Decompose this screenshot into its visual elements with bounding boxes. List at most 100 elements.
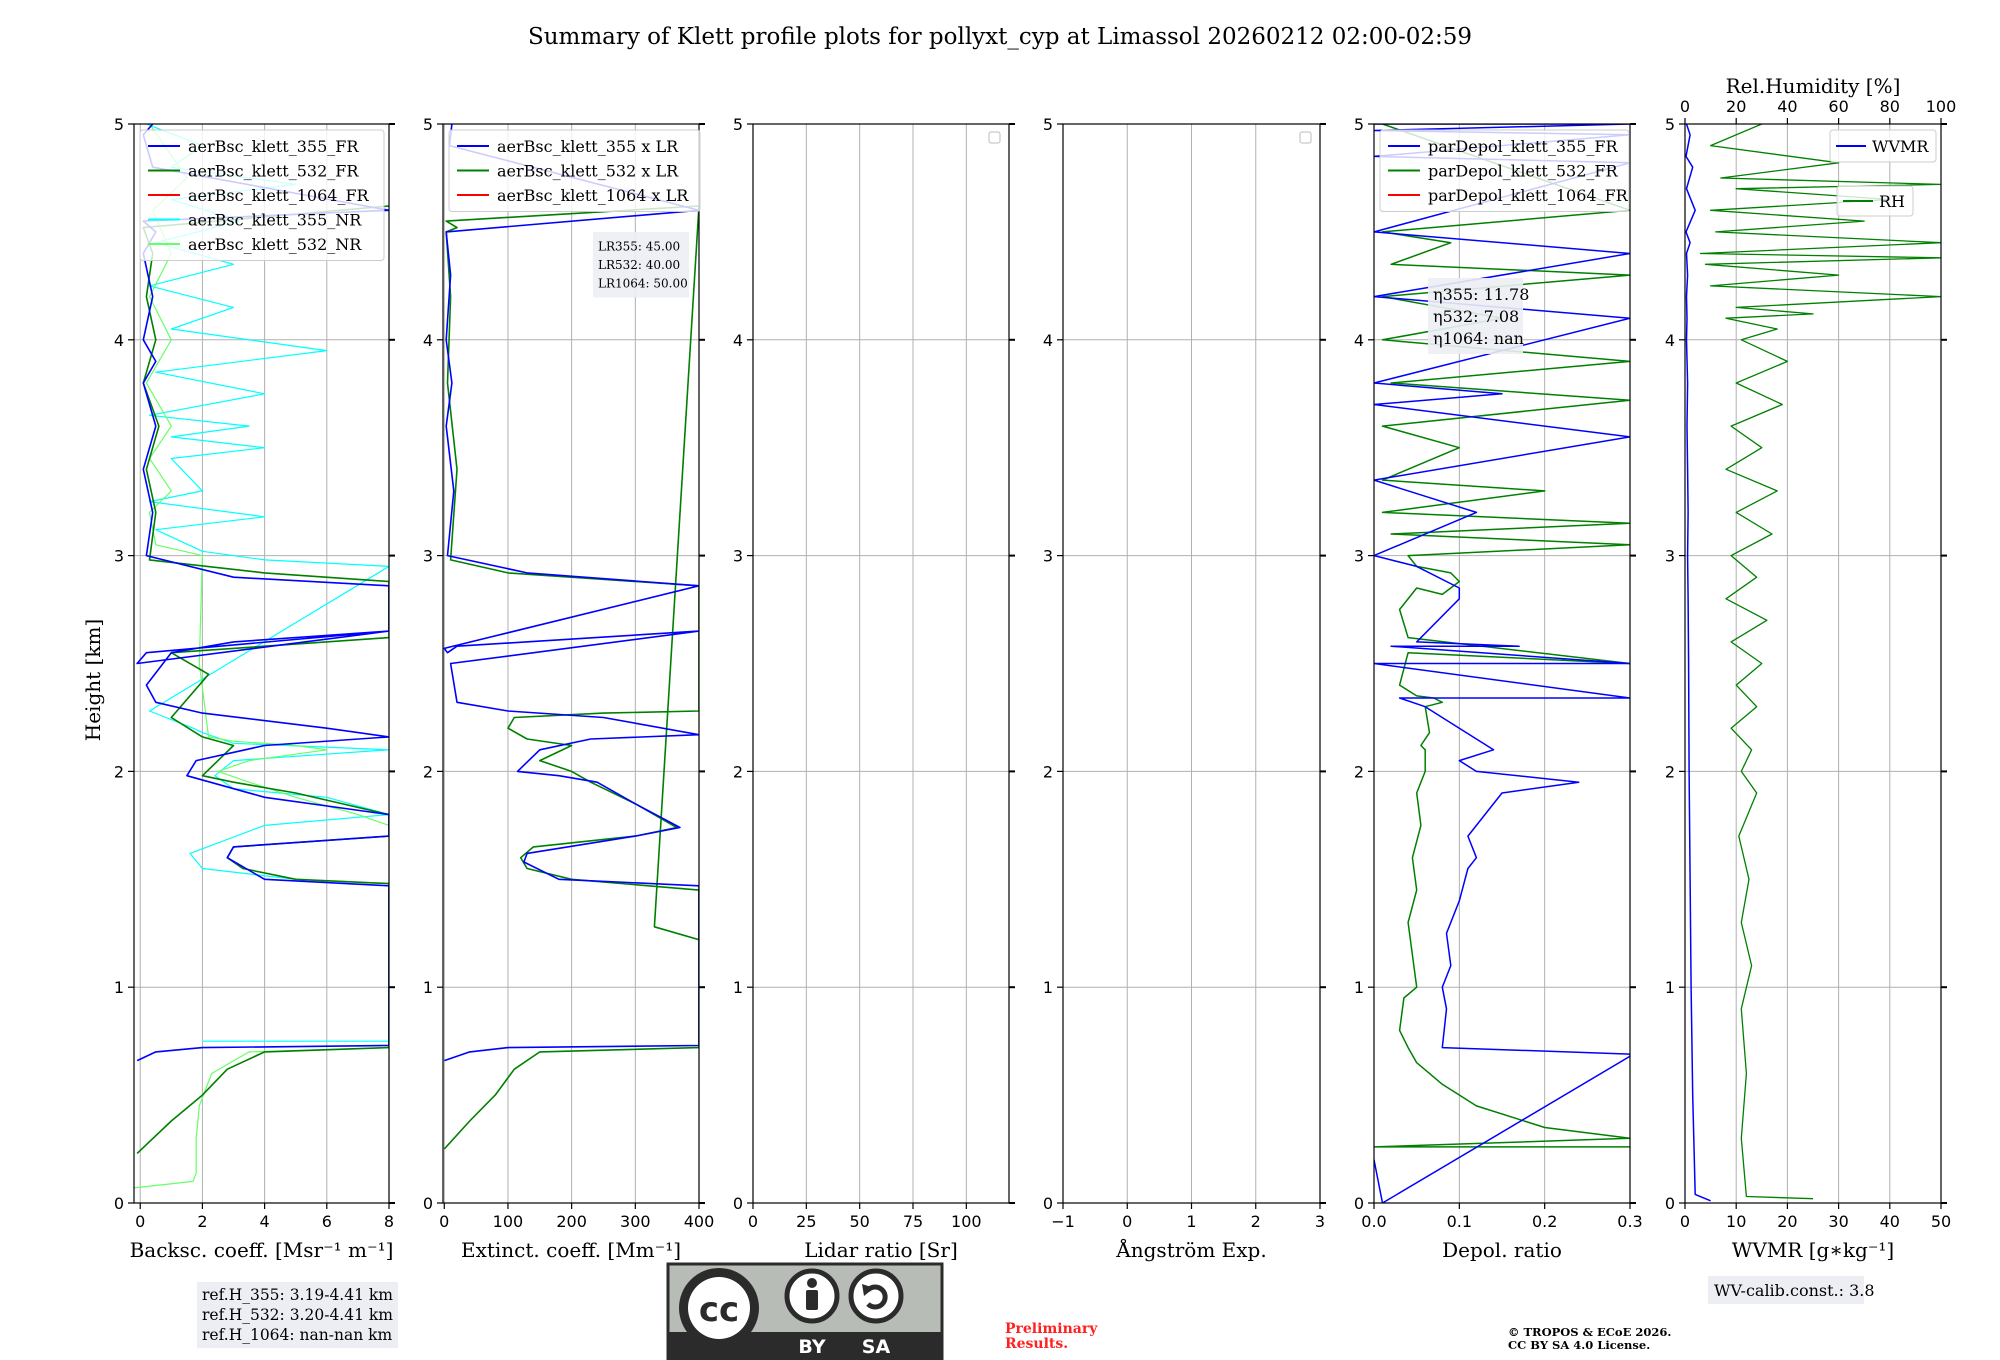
x-tick-label: 400 xyxy=(684,1212,715,1231)
x-tick-label: 50 xyxy=(1931,1212,1951,1231)
series-line-aerBsc_klett_355_NR xyxy=(146,124,389,1042)
legend: aerBsc_klett_355 x LR aerBsc_klett_532 x … xyxy=(448,129,701,212)
y-tick-label: 0 xyxy=(1354,1194,1364,1213)
legend-entry-parDepol_klett_1064_FR: parDepol_klett_1064_FR xyxy=(1428,186,1629,205)
x-tick-label: 200 xyxy=(556,1212,587,1231)
x-axis-label: Backsc. coeff. [Msr⁻¹ m⁻¹] xyxy=(130,1238,394,1262)
series-group xyxy=(134,124,389,1189)
x-tick-label: 2 xyxy=(1251,1212,1261,1231)
panel-frame xyxy=(1373,123,1631,1204)
y-tick-label: 3 xyxy=(733,547,743,566)
legend-entry-RH: RH xyxy=(1879,192,1905,211)
x-axis-label: Depol. ratio xyxy=(1442,1238,1562,1262)
legend-entry-aerBsc_klett_532_NR: aerBsc_klett_532_NR xyxy=(188,235,362,254)
annotation-box: LR355: 45.00 LR532: 40.00 LR1064: 50.00 xyxy=(593,232,689,298)
y-tick-label: 0 xyxy=(114,1194,124,1213)
legend-entry-WVMR: WVMR xyxy=(1872,137,1929,156)
x-tick-label: 2 xyxy=(197,1212,207,1231)
sa-label: SA xyxy=(862,1336,891,1358)
panel-backscatter: 0 2 4 6 8 0 1 2 3 4 5 Backsc. coeff. [Msr⁻¹ m⁻¹] aer… xyxy=(114,115,395,1262)
legend: parDepol_klett_355_FR parDepol_klett_532_… xyxy=(1379,129,1630,212)
x-tick-label: 8 xyxy=(384,1212,394,1231)
series-line-aerBsc_klett_355 x LR xyxy=(443,124,699,1062)
x-tick-label: 0.1 xyxy=(1447,1212,1472,1231)
x-tick-label: 10 xyxy=(1726,1212,1746,1231)
series-line-aerBsc_klett_355_FR xyxy=(136,124,389,1062)
legend-entry-aerBsc_klett_355_FR: aerBsc_klett_355_FR xyxy=(188,137,359,156)
y-tick-label: 5 xyxy=(733,115,743,134)
figure-title: Summary of Klett profile plots for polly… xyxy=(528,24,1472,50)
sa-share-icon xyxy=(848,1268,904,1324)
ref-height-box-bg xyxy=(197,1282,398,1348)
y-tick-label: 4 xyxy=(1354,331,1364,350)
y-tick-label: 4 xyxy=(733,331,743,350)
x2-axis-label: Rel.Humidity [%] xyxy=(1726,74,1901,98)
x-tick-label: 50 xyxy=(849,1212,869,1231)
y-tick-label: 3 xyxy=(1043,547,1053,566)
legend-entry-aerBsc_klett_532_FR: aerBsc_klett_532_FR xyxy=(188,162,359,181)
series-group xyxy=(1685,124,1941,1202)
y-tick-label: 2 xyxy=(1354,762,1364,781)
annotation-bg xyxy=(593,232,689,298)
x-tick-label: 75 xyxy=(903,1212,923,1231)
wv-calib-text: WV-calib.const.: 3.8 xyxy=(1714,1281,1875,1300)
preliminary-text-1: Preliminary xyxy=(1005,1321,1098,1337)
panel-lidar_ratio: 0 25 50 75 100 0 1 2 3 4 5 Lidar ratio [Sr] xyxy=(733,115,1015,1262)
series-line-parDepol_klett_532_FR xyxy=(1374,124,1630,1148)
y-tick-label: 5 xyxy=(1354,115,1364,134)
x-tick-label: 100 xyxy=(493,1212,524,1231)
x2-tick-label: 80 xyxy=(1880,97,1900,116)
x-axis-label: Ångström Exp. xyxy=(1115,1237,1266,1262)
x2-tick-label: 100 xyxy=(1926,97,1957,116)
y-tick-label: 5 xyxy=(423,115,433,134)
empty-legend-box xyxy=(988,131,1001,144)
annotation-line: LR1064: 50.00 xyxy=(598,277,688,291)
y-tick-label: 3 xyxy=(423,547,433,566)
x-tick-label: 0 xyxy=(439,1212,449,1231)
cc-circle-inner xyxy=(688,1277,750,1339)
x-tick-label: 20 xyxy=(1777,1212,1797,1231)
x-tick-label: 0.3 xyxy=(1617,1212,1642,1231)
sa-share-arrowhead xyxy=(862,1284,874,1296)
ref-height-355: ref.H_355: 3.19-4.41 km xyxy=(202,1286,393,1304)
series-line-parDepol_klett_355_FR xyxy=(1374,124,1630,1203)
panel-depol: 0.0 0.1 0.2 0.3 0 1 2 3 4 5 Depol. ratio parDepol_k… xyxy=(1354,115,1643,1262)
y-tick-label: 0 xyxy=(733,1194,743,1213)
legend-entry-aerBsc_klett_1064 x LR: aerBsc_klett_1064 x LR xyxy=(497,186,689,205)
y-tick-label: 3 xyxy=(1665,547,1675,566)
wv-calib-box: WV-calib.const.: 3.8 xyxy=(1708,1276,1875,1304)
y-tick-label: 0 xyxy=(1043,1194,1053,1213)
x-tick-label: 0 xyxy=(1122,1212,1132,1231)
cc-license-logo: cc BY SA xyxy=(666,1262,944,1360)
y-tick-label: 0 xyxy=(423,1194,433,1213)
annotation-line: η355: 11.78 xyxy=(1433,285,1529,304)
series-line-aerBsc_klett_532_NR xyxy=(134,124,389,1189)
panel-frame xyxy=(1684,123,1942,1204)
legend-box xyxy=(1829,129,1937,163)
legend-box xyxy=(1836,185,1914,217)
ref-height-1064: ref.H_1064: nan-nan km xyxy=(202,1326,393,1344)
ref-height-box: ref.H_355: 3.19-4.41 km ref.H_532: 3.20-… xyxy=(197,1282,398,1348)
panel-frame xyxy=(752,123,1010,1204)
empty-legend-box xyxy=(1299,131,1312,144)
legend-entry-aerBsc_klett_1064_FR: aerBsc_klett_1064_FR xyxy=(188,186,370,205)
y-tick-label: 4 xyxy=(1043,331,1053,350)
series-group xyxy=(443,124,699,1150)
x-tick-label: −1 xyxy=(1051,1212,1075,1231)
y-axis-label: Height [km] xyxy=(81,619,105,741)
x-tick-label: 300 xyxy=(620,1212,651,1231)
by-person-body xyxy=(806,1290,818,1310)
y-tick-label: 2 xyxy=(1665,762,1675,781)
x-tick-label: 40 xyxy=(1880,1212,1900,1231)
by-label: BY xyxy=(798,1336,825,1358)
x-tick-label: 25 xyxy=(796,1212,816,1231)
x-axis-label: Extinct. coeff. [Mm⁻¹] xyxy=(461,1238,681,1262)
x-axis-label: WVMR [g∗kg⁻¹] xyxy=(1732,1238,1894,1262)
x-tick-label: 0 xyxy=(748,1212,758,1231)
x-tick-label: 6 xyxy=(322,1212,332,1231)
legend-entry-aerBsc_klett_355_NR: aerBsc_klett_355_NR xyxy=(188,211,362,230)
x2-tick-label: 0 xyxy=(1680,97,1690,116)
legend-entry-parDepol_klett_532_FR: parDepol_klett_532_FR xyxy=(1428,162,1619,181)
